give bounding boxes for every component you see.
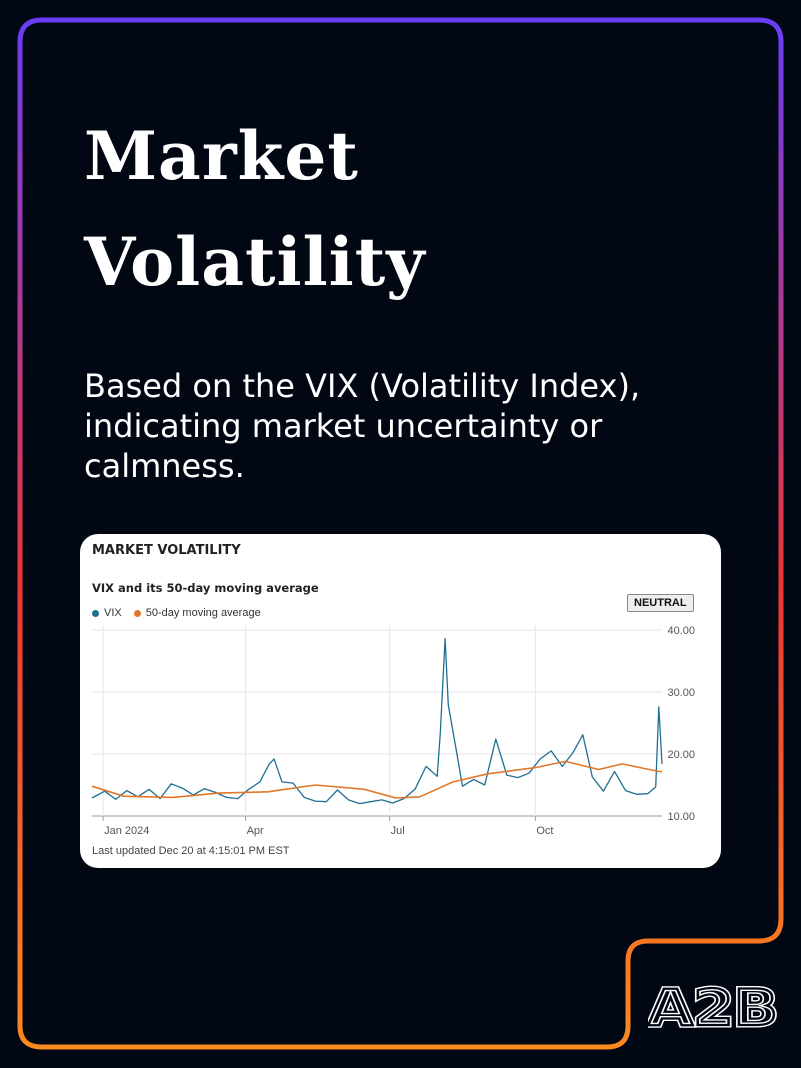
page-subtitle: Based on the VIX (Volatility Index), ind… <box>84 367 641 485</box>
y-tick-label: 40.00 <box>667 625 695 637</box>
legend-dot-moving-average <box>133 609 141 617</box>
legend-label-vix: VIX <box>104 607 122 619</box>
svg-text:A2B: A2B <box>648 980 778 1030</box>
page-title-line-2: Volatility <box>84 223 426 301</box>
chart-title: VIX and its 50-day moving average <box>92 581 319 595</box>
legend-label-moving-average: 50-day moving average <box>145 607 261 619</box>
y-tick-label: 20.00 <box>667 749 695 761</box>
last-updated-text: Last updated Dec 20 at 4:15:01 PM EST <box>92 845 290 857</box>
page-title-line-1: Market <box>84 117 359 195</box>
x-tick-label: Apr <box>247 825 264 837</box>
card-title: MARKET VOLATILITY <box>92 543 241 558</box>
vix-chart: 10.00 20.00 30.00 40.00 Jan 2024 Apr Jul Oct <box>91 625 695 837</box>
legend-dot-vix <box>92 609 99 617</box>
svg-text:A2B: A2B <box>648 980 778 1030</box>
y-tick-label: 30.00 <box>667 687 695 699</box>
x-tick-label: Jul <box>391 825 405 837</box>
vix-series-line <box>91 638 663 805</box>
a2b-logo: A2B A2B <box>648 980 780 1030</box>
market-volatility-card: 10.00 20.00 30.00 40.00 Jan 2024 Apr Jul Oct MA… <box>80 534 721 868</box>
y-tick-label: 10.00 <box>667 811 695 823</box>
x-tick-label: Jan 2024 <box>104 825 149 837</box>
moving-average-series-line <box>91 760 663 799</box>
chart-legend: VIX 50-day moving average <box>92 607 273 619</box>
x-tick-label: Oct <box>536 825 553 837</box>
status-badge: NEUTRAL <box>627 594 694 612</box>
